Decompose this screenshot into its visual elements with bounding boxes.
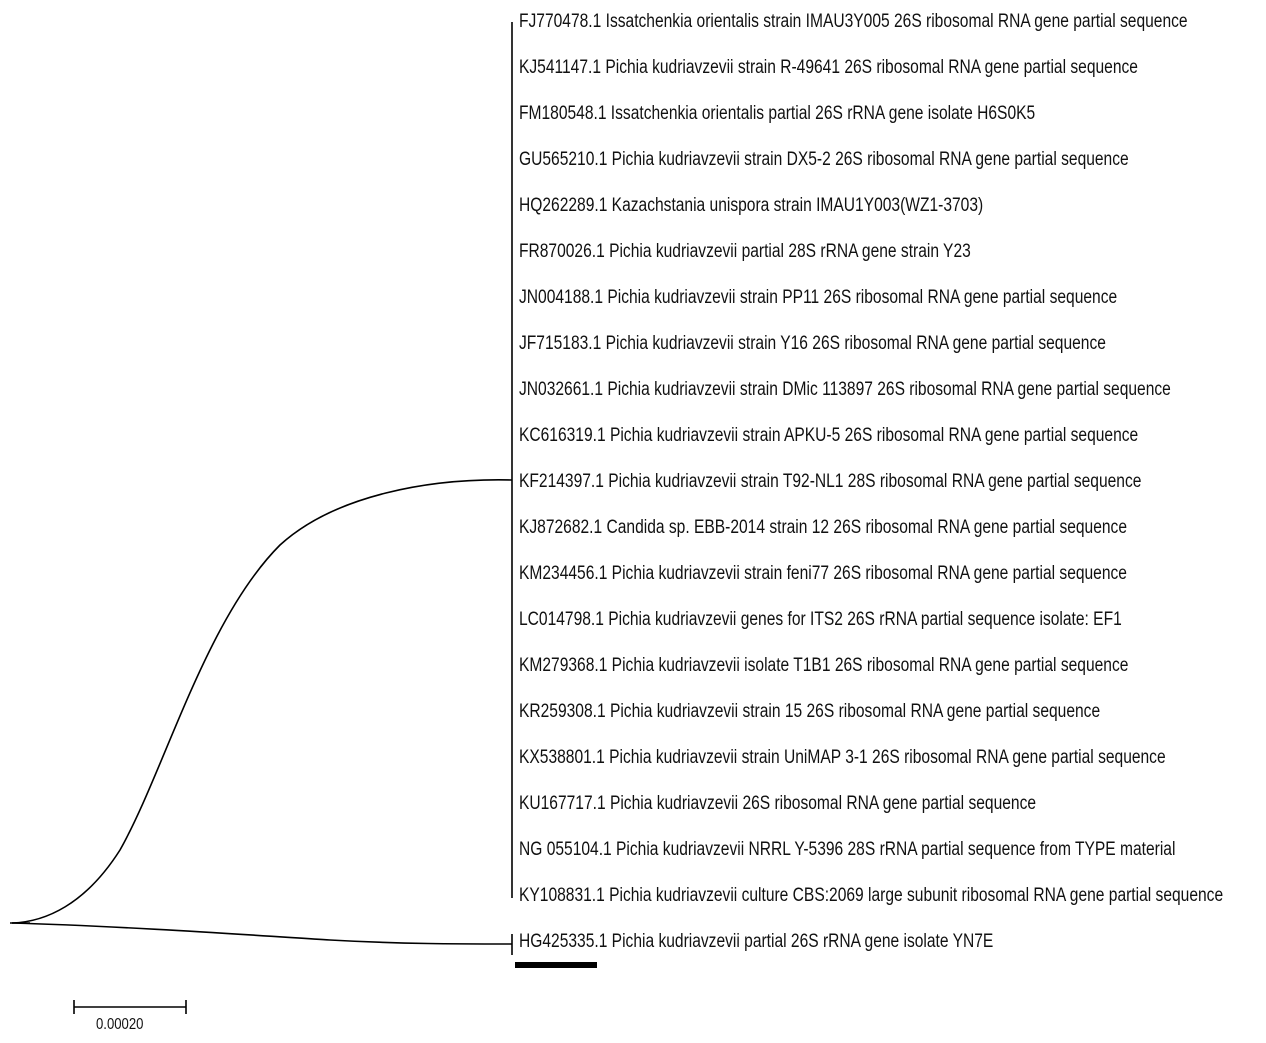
taxon-label: GU565210.1 Pichia kudriavzevii strain DX… bbox=[519, 149, 1129, 170]
taxon-label: NG 055104.1 Pichia kudriavzevii NRRL Y-5… bbox=[519, 839, 1176, 860]
taxon-label: JN004188.1 Pichia kudriavzevii strain PP… bbox=[519, 287, 1118, 308]
taxon-label: FR870026.1 Pichia kudriavzevii partial 2… bbox=[519, 241, 971, 262]
taxon-label: JF715183.1 Pichia kudriavzevii strain Y1… bbox=[519, 333, 1106, 354]
highlight-underline bbox=[515, 962, 597, 968]
taxon-label: KJ872682.1 Candida sp. EBB-2014 strain 1… bbox=[519, 517, 1128, 538]
taxon-label: JN032661.1 Pichia kudriavzevii strain DM… bbox=[519, 379, 1171, 400]
clade-branch bbox=[11, 479, 513, 924]
taxon-label: KR259308.1 Pichia kudriavzevii strain 15… bbox=[519, 701, 1101, 722]
taxon-label: LC014798.1 Pichia kudriavzevii genes for… bbox=[519, 609, 1122, 630]
scale-bar bbox=[73, 1000, 187, 1014]
taxon-label: KX538801.1 Pichia kudriavzevii strain Un… bbox=[519, 747, 1166, 768]
taxon-label: HG425335.1 Pichia kudriavzevii partial 2… bbox=[519, 931, 994, 952]
taxon-label: KU167717.1 Pichia kudriavzevii 26S ribos… bbox=[519, 793, 1037, 814]
outgroup-branch bbox=[11, 922, 513, 945]
taxon-label: KC616319.1 Pichia kudriavzevii strain AP… bbox=[519, 425, 1139, 446]
taxon-label: HQ262289.1 Kazachstania unispora strain … bbox=[519, 195, 984, 216]
taxon-label: KJ541147.1 Pichia kudriavzevii strain R-… bbox=[519, 57, 1138, 78]
taxon-label: KY108831.1 Pichia kudriavzevii culture C… bbox=[519, 885, 1224, 906]
taxon-label: KF214397.1 Pichia kudriavzevii strain T9… bbox=[519, 471, 1142, 492]
taxon-label: KM279368.1 Pichia kudriavzevii isolate T… bbox=[519, 655, 1129, 676]
scale-bar-label: 0.00020 bbox=[96, 1016, 144, 1033]
taxon-label: KM234456.1 Pichia kudriavzevii strain fe… bbox=[519, 563, 1127, 584]
taxon-label: FJ770478.1 Issatchenkia orientalis strai… bbox=[519, 11, 1188, 32]
taxon-label: FM180548.1 Issatchenkia orientalis parti… bbox=[519, 103, 1036, 124]
